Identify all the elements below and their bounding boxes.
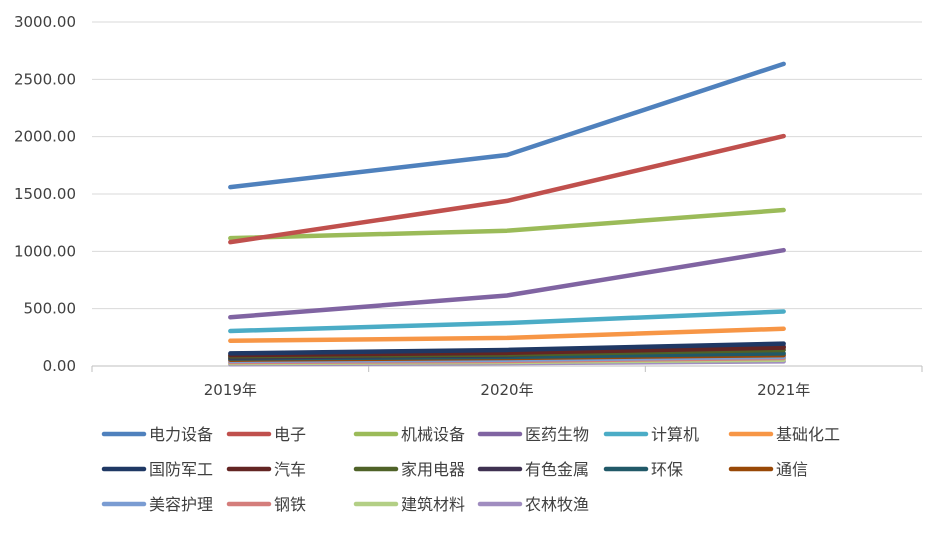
x-tick-label: 2020年 [480, 381, 533, 399]
legend-label: 电子 [274, 425, 306, 444]
y-tick-label: 3000.00 [14, 13, 76, 31]
legend-item-14[interactable]: 建筑材料 [353, 495, 465, 514]
legend-item-12[interactable]: 美容护理 [101, 495, 213, 514]
series-line-3 [228, 247, 786, 320]
legend-label: 医药生物 [525, 425, 589, 444]
y-tick-label: 0.00 [43, 357, 76, 375]
legend-label: 计算机 [651, 425, 699, 444]
series-line-5 [228, 326, 786, 344]
legend-label: 国防军工 [149, 460, 213, 479]
legend-item-4[interactable]: 计算机 [603, 425, 699, 444]
legend-label: 美容护理 [149, 495, 213, 514]
series-line-2 [228, 207, 786, 241]
legend-label: 汽车 [274, 460, 306, 479]
y-tick-label: 1500.00 [14, 185, 76, 203]
legend-item-0[interactable]: 电力设备 [101, 425, 213, 444]
legend-label: 农林牧渔 [525, 495, 589, 514]
y-tick-label: 2000.00 [14, 128, 76, 146]
series-line-0 [228, 61, 786, 190]
legend-item-2[interactable]: 机械设备 [353, 425, 465, 444]
legend-label: 电力设备 [149, 425, 213, 444]
legend-item-9[interactable]: 有色金属 [477, 460, 589, 479]
legend-label: 建筑材料 [401, 495, 465, 514]
x-tick-label: 2021年 [757, 381, 810, 399]
legend-label: 环保 [651, 460, 683, 479]
series-line-1 [228, 133, 786, 245]
y-tick-label: 2500.00 [14, 70, 76, 88]
legend-item-8[interactable]: 家用电器 [353, 460, 465, 479]
series-lines [228, 61, 786, 367]
legend-item-10[interactable]: 环保 [603, 460, 683, 479]
x-tick-label: 2019年 [204, 381, 257, 399]
y-tick-label: 1000.00 [14, 242, 76, 260]
legend-item-1[interactable]: 电子 [226, 425, 306, 444]
legend-label: 钢铁 [274, 495, 306, 514]
y-tick-label: 500.00 [24, 300, 77, 318]
legend-item-15[interactable]: 农林牧渔 [477, 495, 589, 514]
gridlines [92, 21, 922, 367]
legend-item-7[interactable]: 汽车 [226, 460, 306, 479]
legend-item-6[interactable]: 国防军工 [101, 460, 213, 479]
legend-label: 机械设备 [401, 425, 465, 444]
legend-label: 家用电器 [401, 460, 465, 479]
legend-item-11[interactable]: 通信 [728, 460, 808, 479]
legend-label: 基础化工 [776, 425, 840, 444]
series-line-6 [228, 341, 786, 356]
legend-item-3[interactable]: 医药生物 [477, 425, 589, 444]
axes: 0.00 500.00 1000.00 1500.00 2000.00 2500.00 30… [14, 13, 923, 399]
legend-item-13[interactable]: 钢铁 [226, 495, 306, 514]
legend-label: 有色金属 [525, 460, 589, 479]
legend-item-5[interactable]: 基础化工 [728, 425, 840, 444]
series-line-4 [228, 309, 786, 334]
legend-label: 通信 [776, 460, 808, 479]
